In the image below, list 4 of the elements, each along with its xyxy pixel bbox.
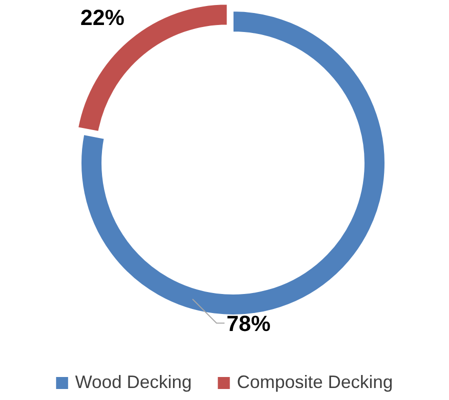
data-label: 22% [80,4,124,30]
legend-label: Wood Decking [75,372,192,392]
legend-label: Composite Decking [236,372,393,392]
data-label: 78% [226,311,271,336]
